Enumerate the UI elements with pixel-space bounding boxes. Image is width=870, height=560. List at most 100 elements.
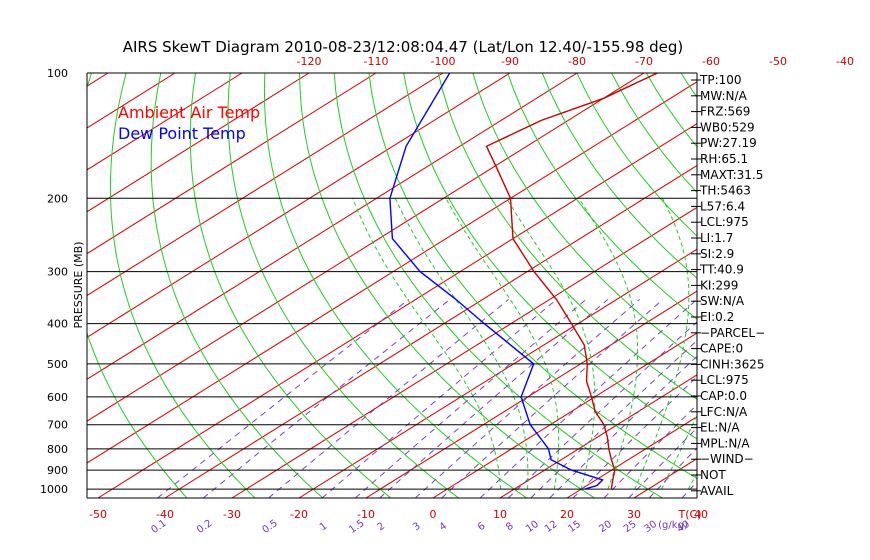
pressure-tick-label: 500 — [47, 358, 68, 371]
index-label: −WIND− — [700, 452, 754, 466]
top-temp-tick-label: -110 — [364, 55, 389, 68]
mixing-ratio-tick-label: 1 — [318, 521, 330, 534]
top-temp-tick-label: -90 — [501, 55, 519, 68]
mixing-ratio-tick-label: 30 — [642, 519, 659, 535]
dry-adiabat-line — [333, 73, 663, 498]
pressure-tick-label: 200 — [47, 192, 68, 205]
moist-adiabat-line — [352, 198, 502, 490]
isotherm-line — [499, 374, 697, 498]
mixing-ratio-tick-label: 25 — [622, 519, 639, 535]
dry-adiabat-line — [472, 73, 697, 361]
mixing-ratio-tick-label: 0.5 — [260, 518, 279, 536]
index-label: AVAIL — [700, 484, 734, 498]
isotherm-line — [0, 73, 41, 498]
pressure-tick-label: 1000 — [40, 483, 68, 496]
index-label: LCL:975 — [700, 373, 749, 387]
index-label: MPL:N/A — [700, 436, 750, 450]
isotherm-line — [87, 73, 645, 422]
index-label: EI:0.2 — [700, 310, 734, 324]
mixing-ratio-unit-label: (g/kg) — [658, 520, 688, 531]
x-axis-label: T(C) — [678, 508, 702, 521]
index-label: NOT — [700, 468, 726, 482]
chart-title: AIRS SkewT Diagram 2010-08-23/12:08:04.4… — [123, 38, 684, 56]
mixing-ratio-tick-label: 0.2 — [195, 518, 214, 536]
isotherm-line — [231, 206, 697, 498]
pressure-tick-label: 700 — [47, 419, 68, 432]
top-temp-tick-label: -70 — [635, 55, 653, 68]
dry-adiabat-line — [645, 73, 697, 148]
isotherm-line — [87, 73, 109, 87]
mixing-ratio-line — [202, 299, 451, 498]
pressure-tick-label: 100 — [47, 67, 68, 80]
index-label: EL:N/A — [700, 421, 740, 435]
index-label: LCL:975 — [700, 215, 749, 229]
top-temp-tick-label: -100 — [431, 55, 456, 68]
index-label: L57:6.4 — [700, 199, 745, 213]
legend-entry: Dew Point Temp — [118, 124, 246, 143]
isotherm-line — [768, 73, 870, 498]
index-label: TT:40.9 — [699, 263, 744, 277]
y-axis-label: PRESSURE (MB) — [72, 242, 85, 329]
isotherm-line — [87, 73, 243, 171]
index-label: −PARCEL− — [700, 326, 765, 340]
index-label: CAPE:0 — [700, 342, 743, 356]
mixing-ratio-line — [379, 299, 609, 498]
top-temp-tick-label: -40 — [836, 55, 854, 68]
index-label: FRZ:569 — [700, 105, 750, 119]
dry-adiabat-line — [263, 73, 527, 498]
isotherm-line — [298, 248, 697, 498]
pressure-tick-label: 600 — [47, 391, 68, 404]
mixing-ratio-tick-label: 8 — [504, 521, 516, 534]
dry-adiabat-line — [368, 73, 697, 480]
dry-adiabat-line — [785, 73, 870, 498]
index-label: PW:27.19 — [700, 136, 757, 150]
dry-adiabat-line — [227, 73, 459, 498]
dew-point-line — [389, 73, 604, 490]
bottom-temp-tick-label: 10 — [493, 508, 507, 521]
mixing-ratio-line — [441, 299, 664, 498]
bottom-temp-tick-label: -30 — [223, 508, 241, 521]
mixing-ratio-line — [479, 299, 697, 498]
dry-adiabat-line — [750, 73, 870, 498]
legend-entry: Ambient Air Temp — [118, 103, 260, 122]
pressure-tick-label: 300 — [47, 266, 68, 279]
bottom-temp-tick-label: 0 — [430, 508, 437, 521]
bottom-temp-tick-label: 20 — [560, 508, 574, 521]
dry-adiabat-line — [87, 73, 188, 498]
index-label: TP:100 — [699, 73, 742, 87]
isotherm-line — [87, 73, 310, 213]
isotherm-line — [566, 416, 697, 498]
index-label: WB0:529 — [700, 120, 755, 134]
bottom-temp-tick-label: 40 — [694, 508, 708, 521]
bottom-temp-tick-label: 30 — [627, 508, 641, 521]
mixing-ratio-line — [530, 339, 697, 498]
bottom-temp-tick-label: -40 — [156, 508, 174, 521]
index-label: SW:N/A — [700, 294, 745, 308]
mixing-ratio-line — [507, 321, 697, 498]
pressure-tick-label: 900 — [47, 464, 68, 477]
index-label: MW:N/A — [700, 89, 748, 103]
isotherm-line — [87, 73, 377, 255]
mixing-ratio-line — [415, 299, 640, 498]
dry-adiabat-line — [437, 73, 697, 400]
index-label: SI:2.9 — [700, 247, 734, 261]
dry-adiabat-line — [403, 73, 697, 440]
isotherm-line — [87, 81, 697, 464]
isotherm-line — [164, 164, 697, 498]
index-label: RH:65.1 — [700, 152, 748, 166]
isotherm-line — [87, 73, 444, 297]
index-label: TH:5463 — [699, 184, 751, 198]
index-label: MAXT:31.5 — [700, 168, 763, 182]
mixing-ratio-line — [157, 299, 409, 498]
index-label: LI:1.7 — [700, 231, 733, 245]
isotherm-line — [835, 73, 870, 498]
dry-adiabat-line — [541, 73, 697, 279]
moist-adiabat-line — [661, 413, 697, 490]
mixing-ratio-tick-label: 2 — [376, 521, 388, 534]
air-temp-line — [485, 73, 658, 490]
mixing-ratio-tick-label: 3 — [411, 521, 423, 534]
pressure-tick-label: 400 — [47, 318, 68, 331]
isotherm-line — [87, 73, 578, 380]
isotherm-line — [365, 290, 697, 498]
